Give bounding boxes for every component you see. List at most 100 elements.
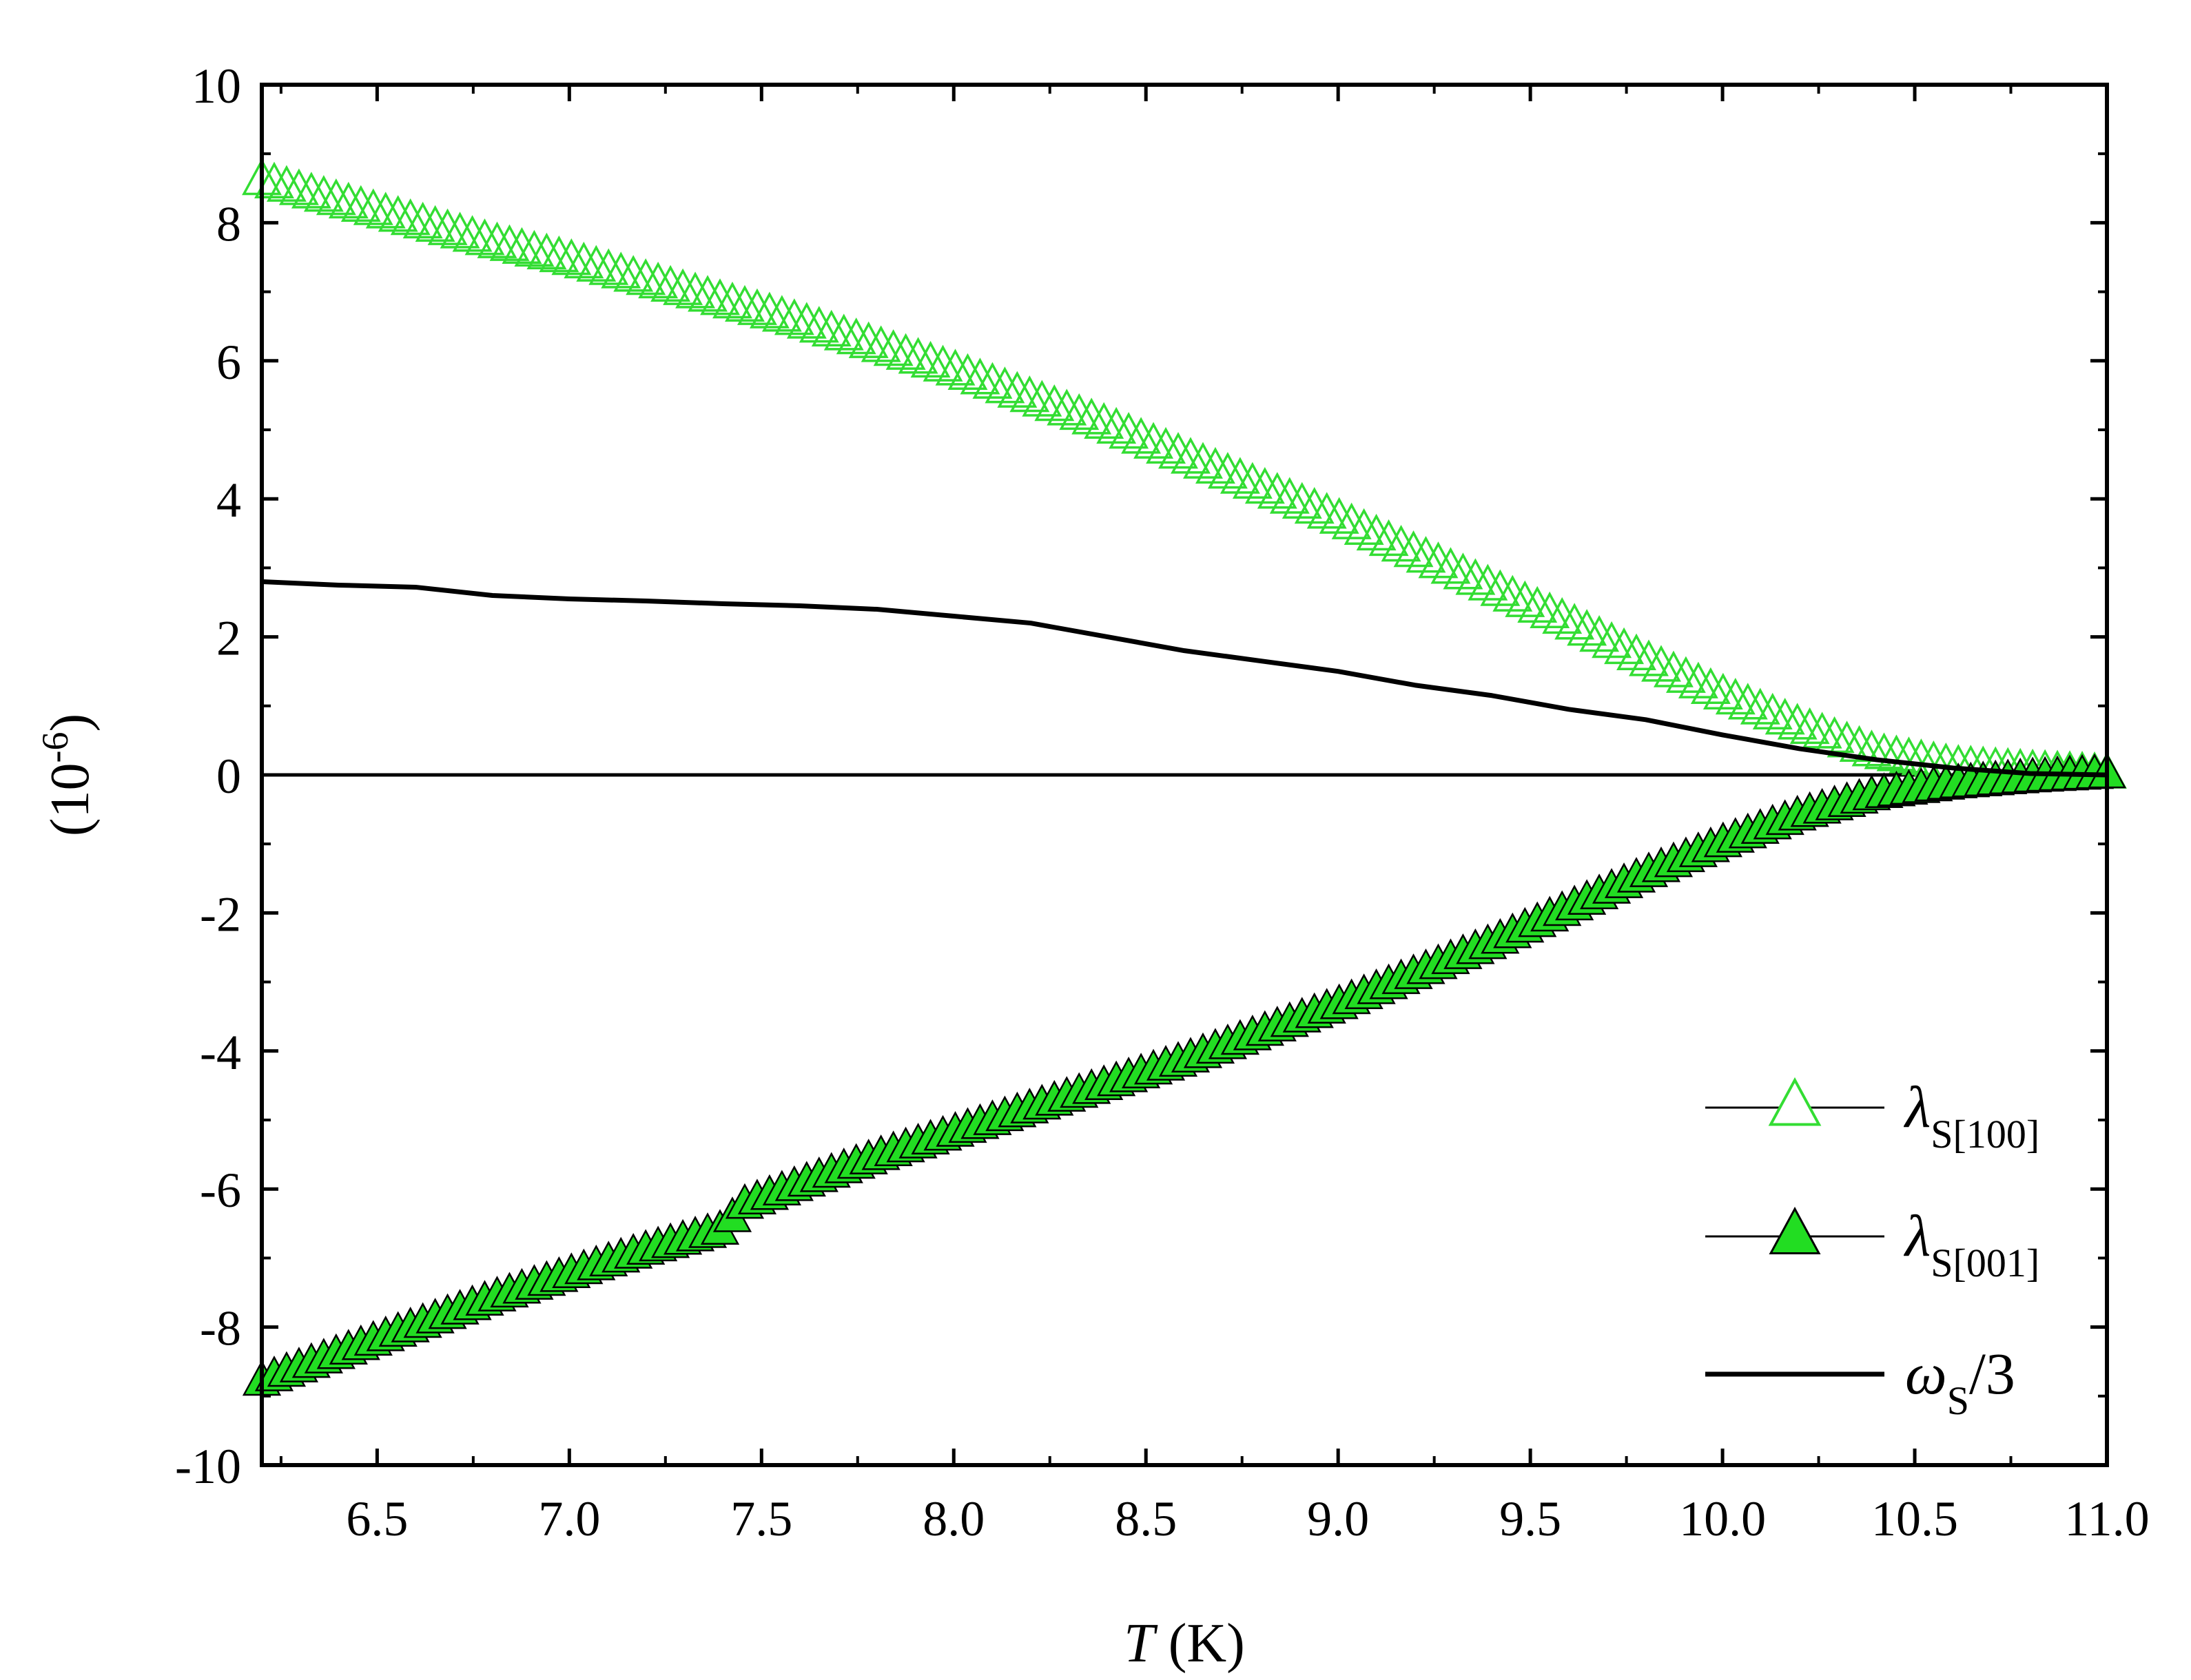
legend-label-subscript: S bbox=[1947, 1378, 1969, 1423]
y-tick-label: 4 bbox=[216, 473, 241, 528]
x-tick-label: 8.5 bbox=[1115, 1491, 1177, 1546]
marker-triangle-open bbox=[1158, 432, 1198, 469]
y-tick-label: 2 bbox=[216, 611, 241, 666]
marker-triangle-open bbox=[1034, 384, 1075, 422]
marker-triangle-open bbox=[923, 344, 963, 382]
marker-triangle-open bbox=[1121, 417, 1162, 454]
y-axis-title: (10-6) bbox=[34, 714, 101, 836]
marker-triangle-open bbox=[910, 340, 951, 378]
marker-triangle-open bbox=[638, 261, 679, 299]
series-line-omega-s bbox=[261, 579, 2108, 778]
marker-triangle-open bbox=[1517, 585, 1558, 623]
marker-triangle-open bbox=[1220, 457, 1260, 494]
marker-triangle-open bbox=[1282, 481, 1322, 519]
y-axis-title-exponent: -6 bbox=[34, 732, 76, 763]
y-tick-label: -10 bbox=[175, 1439, 241, 1494]
marker-triangle-open bbox=[278, 168, 319, 205]
marker-triangle-open bbox=[1505, 580, 1545, 617]
marker-triangle-open bbox=[1715, 678, 1756, 715]
marker-triangle-open bbox=[1876, 734, 1917, 771]
marker-triangle-open bbox=[1802, 712, 1842, 749]
marker-triangle-open bbox=[452, 215, 493, 252]
marker-triangle-open bbox=[1071, 397, 1112, 435]
marker-triangle-open bbox=[1381, 524, 1421, 562]
marker-triangle-open bbox=[402, 201, 443, 239]
y-tick-label: 10 bbox=[192, 59, 241, 114]
marker-triangle-open bbox=[786, 302, 827, 339]
marker-triangle-open bbox=[1084, 402, 1124, 439]
marker-triangle-open bbox=[761, 295, 802, 332]
marker-triangle-open bbox=[1468, 563, 1508, 601]
marker-triangle-open bbox=[1306, 492, 1347, 529]
marker-triangle-open bbox=[303, 175, 344, 212]
marker-triangle-open bbox=[885, 333, 926, 370]
marker-triangle-open bbox=[1109, 412, 1149, 449]
y-tick-label: -2 bbox=[200, 886, 241, 942]
marker-triangle-open bbox=[502, 227, 542, 264]
marker-triangle-open bbox=[1232, 462, 1273, 499]
marker-triangle-open bbox=[873, 329, 914, 366]
marker-triangle-open bbox=[440, 211, 480, 249]
marker-triangle-open bbox=[1530, 591, 1570, 629]
marker-triangle-open bbox=[353, 188, 393, 225]
marker-triangle-open bbox=[1567, 609, 1607, 646]
marker-triangle-open bbox=[1009, 375, 1050, 413]
marker-triangle-open bbox=[1789, 707, 1830, 745]
marker-triangle-open bbox=[823, 313, 864, 351]
marker-triangle-open bbox=[935, 349, 976, 386]
legend-label-symbol: λ bbox=[1903, 1074, 1931, 1140]
marker-triangle-open bbox=[254, 161, 294, 199]
marker-triangle-open bbox=[836, 318, 876, 355]
marker-triangle-open bbox=[626, 258, 666, 295]
legend: λS[100]λS[001]ωS/3 bbox=[1705, 1074, 2039, 1423]
marker-triangle-open bbox=[1703, 672, 1743, 710]
marker-triangle-open bbox=[811, 309, 852, 346]
marker-triangle-open bbox=[1641, 645, 1681, 682]
marker-triangle-open bbox=[1096, 406, 1137, 444]
marker-triangle-open bbox=[390, 198, 431, 236]
marker-triangle-open bbox=[1629, 639, 1669, 676]
marker-triangle-open bbox=[675, 271, 716, 309]
marker-triangle-open bbox=[1480, 569, 1521, 606]
legend-label: λS[100] bbox=[1903, 1074, 2039, 1157]
marker-triangle-open bbox=[663, 268, 703, 305]
x-tick-label: 11.0 bbox=[2064, 1491, 2149, 1546]
marker-triangle-open bbox=[725, 284, 765, 322]
marker-triangle-open bbox=[1542, 597, 1583, 634]
legend-label: ωS/3 bbox=[1905, 1340, 2015, 1423]
marker-triangle-open bbox=[267, 165, 307, 202]
x-tick-label: 8.0 bbox=[923, 1491, 985, 1546]
legend-label-subscript: S[001] bbox=[1931, 1241, 2039, 1285]
marker-triangle-open bbox=[415, 205, 455, 242]
marker-triangle-open bbox=[774, 298, 814, 335]
marker-triangle-open bbox=[997, 371, 1038, 408]
marker-triangle-open bbox=[514, 229, 555, 267]
marker-triangle-open bbox=[378, 195, 418, 232]
marker-triangle-open bbox=[1133, 422, 1174, 459]
marker-triangle-open bbox=[1257, 472, 1297, 509]
marker-triangle-open bbox=[737, 288, 777, 325]
marker-triangle-open bbox=[1356, 513, 1397, 551]
marker-triangle-open bbox=[1579, 615, 1620, 652]
marker-triangle-open bbox=[526, 232, 567, 270]
x-axis-title-variable: T bbox=[1124, 1613, 1158, 1674]
marker-triangle-open bbox=[848, 321, 889, 358]
marker-triangle-open bbox=[947, 353, 988, 391]
x-tick-label: 10.0 bbox=[1679, 1491, 1766, 1546]
marker-triangle-open bbox=[1777, 703, 1818, 740]
marker-triangle-open bbox=[1430, 547, 1471, 584]
marker-triangle-open bbox=[799, 306, 839, 343]
axes: 6.5 7.0 7.5 8.0 8.5 9.0 9.5 10.0 10.5 11.0 -10 -8 -6… bbox=[34, 59, 2150, 1674]
marker-triangle-open bbox=[291, 172, 331, 209]
marker-triangle-open bbox=[539, 235, 579, 273]
legend-label-symbol: ω bbox=[1905, 1340, 1947, 1407]
marker-triangle-open bbox=[1492, 574, 1533, 612]
marker-triangle-open bbox=[861, 325, 901, 362]
marker-triangle-open bbox=[1418, 541, 1459, 579]
legend-label: λS[001] bbox=[1903, 1203, 2039, 1285]
marker-triangle-open bbox=[712, 281, 752, 319]
marker-triangle-open bbox=[1171, 437, 1211, 474]
marker-triangle-open bbox=[898, 337, 938, 374]
y-axis-title-base: (10 bbox=[40, 763, 101, 836]
